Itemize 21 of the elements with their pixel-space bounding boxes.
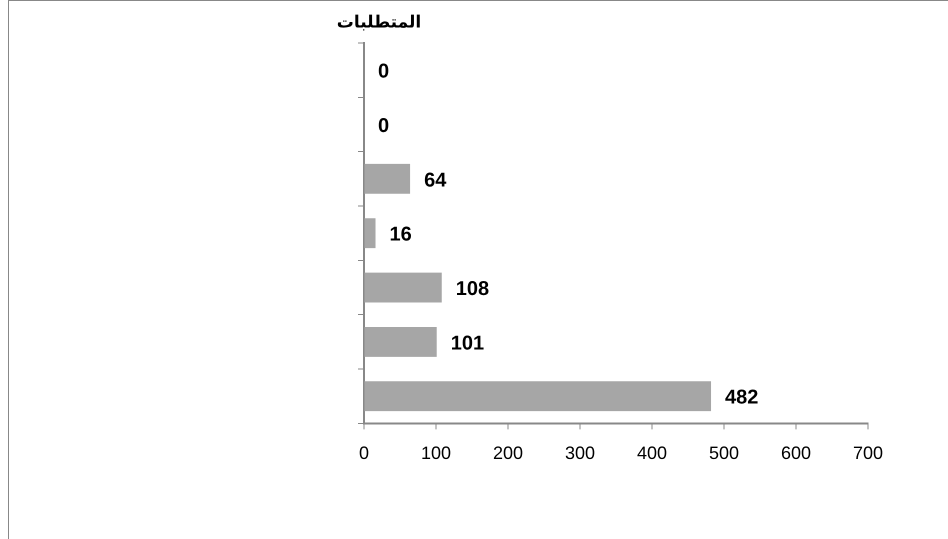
x-tick-label: 600 [780, 443, 812, 464]
data-label: 16 [390, 224, 412, 246]
x-tick-label: 100 [420, 443, 452, 464]
data-label: 0 [378, 60, 390, 83]
chart-title: المتطلبات [336, 12, 422, 32]
data-label: 64 [424, 169, 448, 192]
data-label: 482 [725, 386, 758, 409]
data-label: 108 [456, 278, 490, 300]
x-tick-label: 400 [636, 443, 668, 464]
x-tick-label: 300 [564, 443, 596, 464]
bar [364, 164, 410, 194]
bar [364, 326, 437, 357]
x-tick-label: 500 [708, 443, 740, 464]
x-tick-label: 200 [492, 443, 524, 464]
bar [364, 272, 442, 302]
x-tick-label: 0 [358, 443, 370, 464]
data-label: 101 [450, 332, 484, 354]
x-tick-label: 700 [852, 443, 884, 464]
data-label: 0 [378, 115, 390, 138]
bar [364, 381, 712, 412]
bar [364, 218, 376, 248]
